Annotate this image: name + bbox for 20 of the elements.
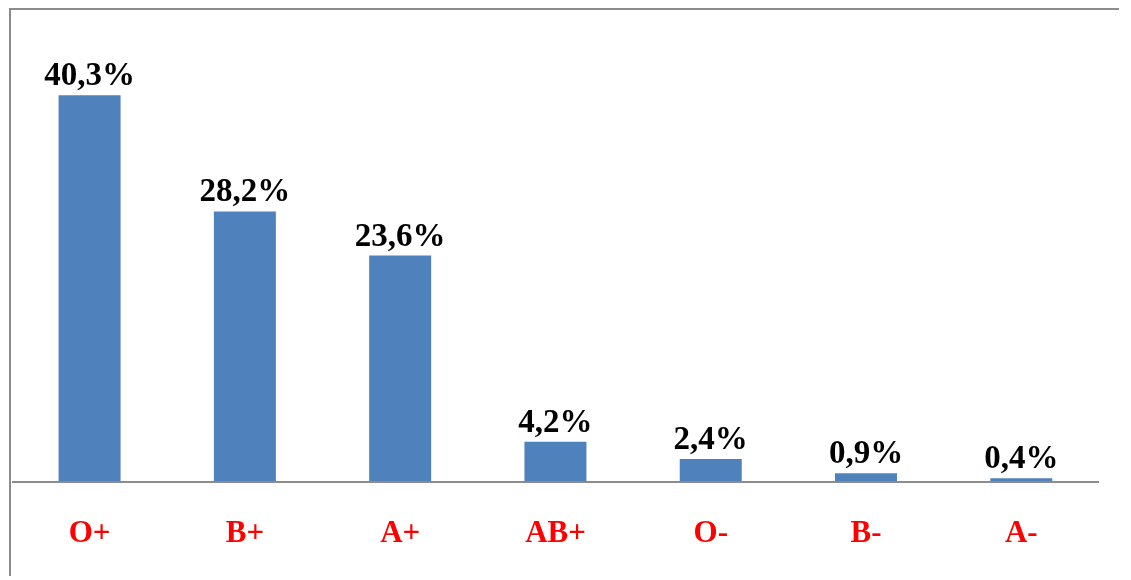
data-label: 0,4% xyxy=(984,439,1059,476)
x-tick-label: A+ xyxy=(380,514,421,550)
x-tick-label: O- xyxy=(693,514,728,550)
bar xyxy=(524,441,587,482)
bar xyxy=(369,255,432,482)
bar xyxy=(835,473,898,482)
data-label: 0,9% xyxy=(828,434,904,471)
data-label: 40,3% xyxy=(44,56,135,93)
x-tick-label: O+ xyxy=(68,514,111,550)
data-label: 4,2% xyxy=(518,402,593,439)
x-tick-label: A- xyxy=(1005,514,1038,550)
data-label: 28,2% xyxy=(199,172,291,209)
data-label: 2,4% xyxy=(673,419,748,456)
x-tick-label: B- xyxy=(850,514,882,550)
x-tick-label: B+ xyxy=(225,514,265,550)
data-label: 23,6% xyxy=(354,216,446,253)
bar xyxy=(58,95,121,482)
bar xyxy=(679,458,742,482)
x-tick-label: AB+ xyxy=(525,514,586,550)
bar xyxy=(213,211,276,482)
